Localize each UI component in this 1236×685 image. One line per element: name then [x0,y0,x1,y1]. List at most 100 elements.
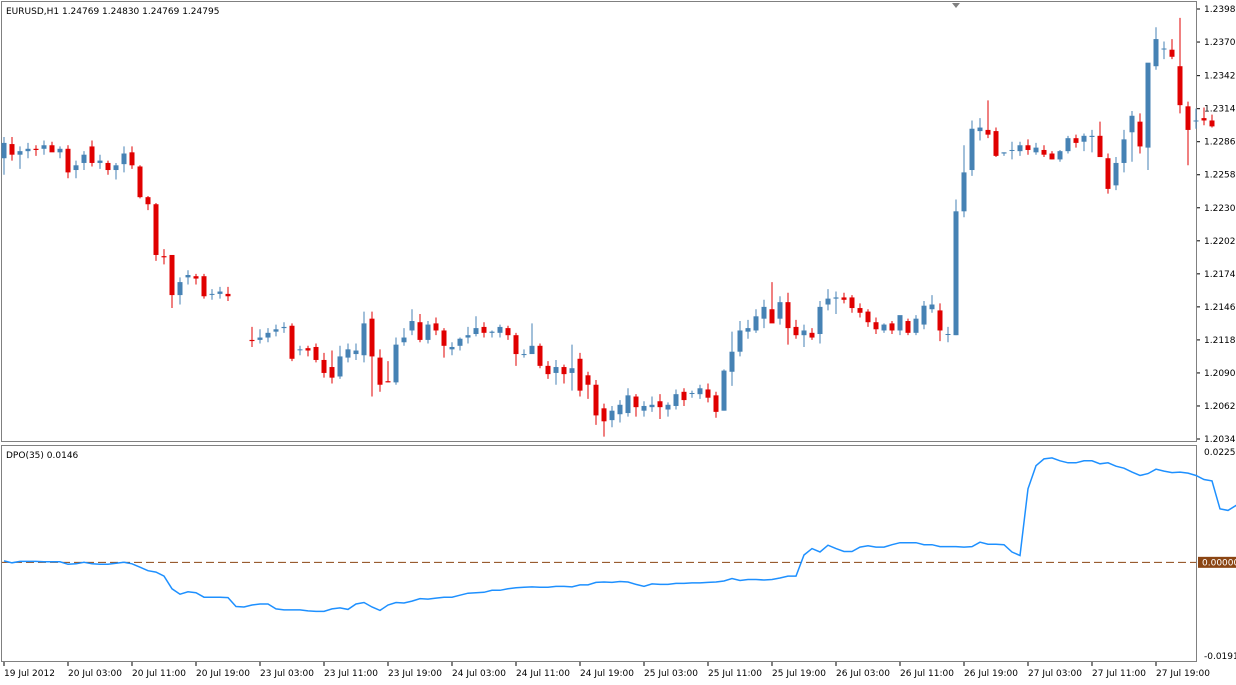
candle [185,270,191,285]
candle [73,160,79,179]
candle-body [809,332,815,338]
price-tick-label: 1.21180 [1204,336,1236,346]
time-tick-label: 20 Jul 19:00 [196,669,250,679]
candle-body [697,388,703,395]
candle-body [553,367,559,373]
candle [801,324,807,347]
candle-body [921,305,927,325]
chart-shift-marker-icon[interactable] [952,3,960,8]
candle-body [1001,152,1007,154]
candle [113,162,119,180]
candle-body [137,166,143,198]
candle-body [401,337,407,343]
candle-body [1113,162,1119,186]
candle [937,303,943,342]
candle-body [945,334,951,336]
candle-body [817,306,823,335]
candle-body [305,348,311,351]
candle [177,277,183,305]
candle-body [721,370,727,411]
candle [377,349,383,392]
candle [81,151,87,171]
candle [881,323,887,333]
candle [89,140,95,167]
candle-body [577,358,583,391]
price-tick-label: 1.23420 [1204,72,1236,82]
candle [57,146,63,159]
candle [369,311,375,397]
candle [553,359,559,385]
candle-body [425,324,431,340]
candle-body [481,326,487,333]
candle [817,300,823,344]
candles-layer [1,17,1215,437]
candle-body [561,367,567,375]
candle [593,380,599,425]
candle [969,120,975,176]
candle [129,146,135,169]
candle [265,328,271,343]
candle-body [1049,153,1055,160]
candle [137,165,143,199]
candle [1001,152,1007,156]
candle [577,352,583,397]
candle [945,326,951,343]
candle-body [1017,145,1023,152]
candle [737,321,743,357]
candle-body [937,310,943,331]
candle [249,326,255,347]
candle-body [449,346,455,350]
candle-body [33,148,39,150]
candle [1065,135,1071,154]
candle [929,295,935,313]
candle-body [889,323,895,331]
candle [977,118,983,141]
candle [1025,139,1031,155]
price-tick-label: 1.23705 [1204,38,1236,48]
candle [825,289,831,311]
candle [401,328,407,346]
candle [529,323,535,355]
candle [809,328,815,340]
candle [1129,111,1135,162]
candle-body [393,344,399,383]
candle-body [681,391,687,401]
candle [353,343,359,360]
candle [273,324,279,337]
dpo-zero-label: 0.00000 [1202,558,1236,568]
candle [17,146,23,169]
time-tick-label: 20 Jul 03:00 [68,669,122,679]
candle-body [121,153,127,165]
candle-body [857,308,863,313]
price-tick-label: 1.21460 [1204,303,1236,313]
candle [65,145,71,179]
candle [441,328,447,358]
candle [961,145,967,218]
candle-body [9,144,15,155]
candle [1169,39,1175,60]
candle [449,342,455,356]
candle-body [657,401,663,408]
candle [1153,27,1159,70]
candle-body [281,326,287,329]
candle-body [1025,145,1031,150]
candle [497,324,503,338]
candle [321,352,327,378]
candle [777,296,783,325]
time-tick-label: 27 Jul 19:00 [1156,669,1210,679]
candle-body [193,276,199,279]
time-tick-label: 25 Jul 19:00 [772,669,826,679]
candle-body [313,346,319,360]
price-panel-title: EURUSD,H1 1.24769 1.24830 1.24769 1.2479… [6,7,219,17]
candle-body [65,148,71,173]
candle [473,316,479,337]
price-tick-label: 1.22580 [1204,171,1236,181]
candle [281,322,287,333]
candle [905,318,911,336]
candle-body [81,154,87,163]
candle [41,140,47,155]
time-tick-label: 24 Jul 03:00 [452,669,506,679]
